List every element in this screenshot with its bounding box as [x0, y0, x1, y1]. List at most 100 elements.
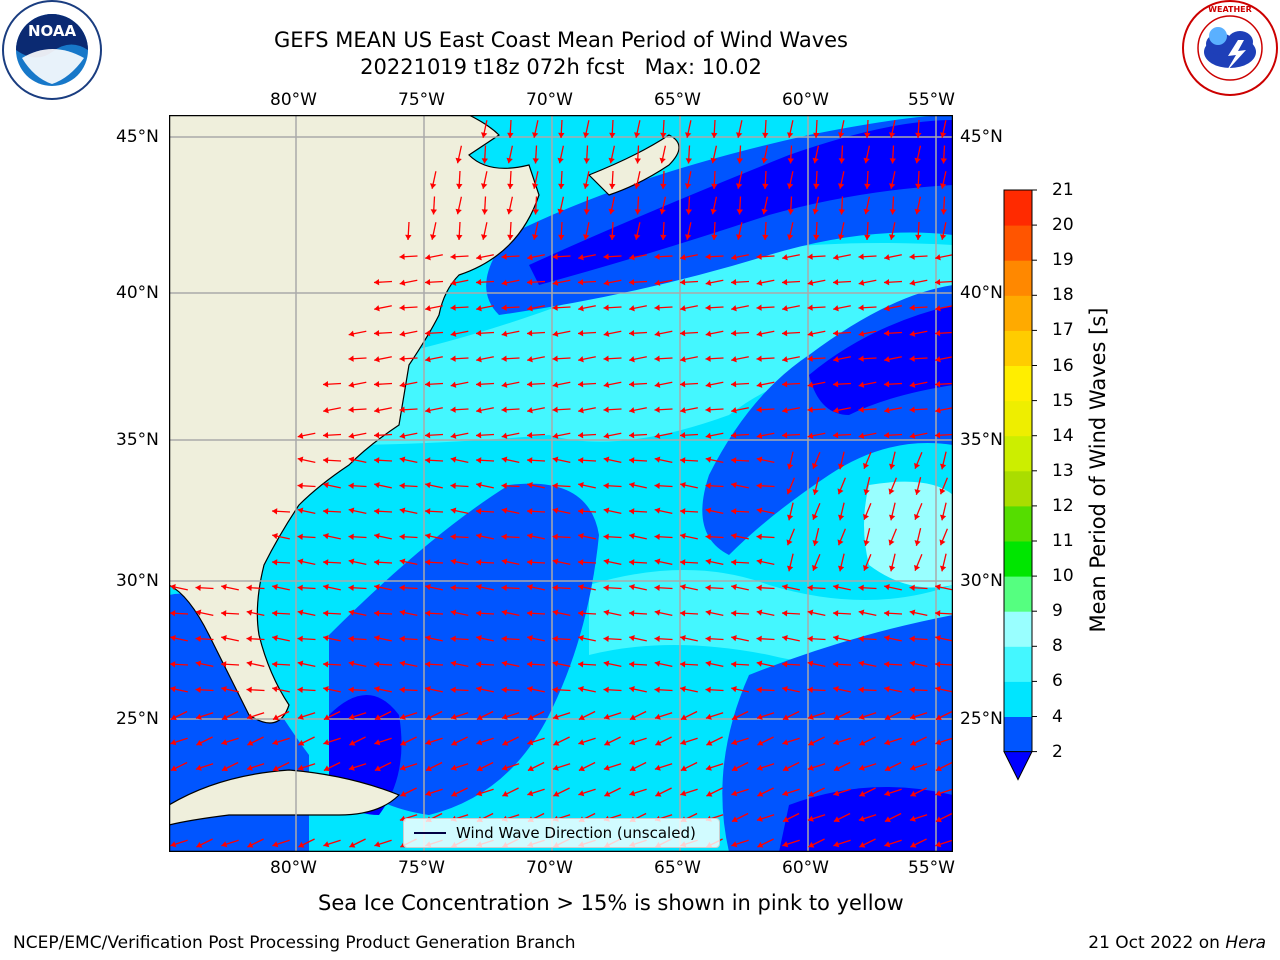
colorbar-tick-label: 13 [1052, 460, 1074, 481]
wave-arrow-head [272, 610, 278, 617]
wave-arrow-head [858, 609, 865, 616]
wave-arrow-head [884, 584, 890, 591]
wave-arrow-head [374, 432, 380, 439]
wave-arrow-head [838, 565, 845, 572]
wave-arrow-head [450, 713, 457, 720]
wave-arrow-head [557, 157, 564, 164]
wave-arrow-head [680, 584, 686, 591]
wave-arrow-head [782, 356, 788, 363]
wave-arrow-head [782, 686, 788, 693]
wave-arrow-head [655, 739, 662, 746]
wave-arrow-head [374, 407, 380, 414]
colorbar-tick-label: 20 [1052, 215, 1074, 236]
wave-arrow-head [935, 584, 941, 591]
wave-arrow-head [757, 739, 764, 746]
map-legend: Wind Wave Direction (unscaled) [403, 818, 720, 848]
wave-arrow-head [680, 559, 686, 566]
wave-arrow-head [527, 635, 533, 642]
wave-arrow-head [170, 714, 177, 721]
wave-arrow-head [812, 157, 819, 164]
wave-arrow-head [833, 841, 840, 848]
wave-arrow-head [680, 635, 686, 642]
wave-arrow-head [399, 609, 406, 616]
wave-arrow-head [909, 815, 916, 822]
wave-arrow-head [909, 406, 915, 413]
colorbar-tick-label: 11 [1052, 531, 1074, 551]
wave-arrow-head [527, 381, 533, 388]
wave-arrow-head [272, 686, 278, 693]
lon-label-bottom-75w: 75°W [398, 858, 445, 878]
wave-arrow-head [807, 381, 814, 388]
wave-arrow-head [552, 381, 559, 388]
wave-arrow-head [501, 304, 507, 311]
wave-arrow-head [501, 253, 507, 260]
wave-arrow-head [863, 208, 870, 215]
wave-arrow-head [654, 635, 660, 642]
wave-arrow-head [476, 584, 482, 591]
wave-arrow-head [374, 381, 380, 388]
wave-arrow-head [400, 739, 407, 746]
colorbar-tick-label: 2 [1052, 741, 1063, 762]
wave-arrow-head [884, 330, 890, 337]
wave-arrow-head [833, 635, 839, 642]
wave-arrow-head [552, 533, 558, 540]
wave-arrow-head [910, 739, 917, 746]
wave-arrow-head [705, 635, 711, 642]
wave-arrow-head [552, 660, 559, 667]
wave-arrow-head [246, 764, 253, 771]
wave-arrow-head [680, 739, 687, 746]
wave-arrow-head [629, 661, 635, 668]
wave-arrow-head [348, 533, 354, 540]
wave-arrow-head [374, 739, 381, 746]
wave-arrow-head [884, 407, 890, 414]
wave-arrow-head [838, 158, 845, 164]
wave-arrow-head [705, 686, 711, 693]
wave-arrow-head [909, 660, 916, 667]
wave-arrow-head [884, 816, 891, 823]
wave-arrow-head [884, 686, 890, 693]
wave-arrow-head [782, 841, 789, 848]
wave-arrow-head [297, 482, 303, 489]
wave-arrow-head [634, 132, 641, 138]
wave-arrow-head [323, 457, 329, 464]
wave-arrow-head [909, 253, 915, 260]
wave-arrow-head [654, 713, 661, 720]
wave-arrow-head [782, 254, 788, 261]
wave-arrow-head [272, 533, 278, 540]
wave-arrow-head [940, 234, 947, 240]
wave-arrow-head [501, 635, 507, 642]
wave-arrow-head [603, 304, 609, 311]
wave-arrow-head [400, 790, 407, 797]
wave-arrow-head [736, 158, 743, 164]
wave-arrow-head [731, 533, 737, 540]
wave-arrow-head [272, 661, 278, 668]
lat-label-left-25n: 25°N [116, 709, 159, 729]
wave-arrow-head [654, 584, 660, 591]
wave-arrow-head [909, 432, 916, 439]
wave-arrow-head [552, 635, 558, 642]
lat-label-left-45n: 45°N [116, 127, 159, 147]
wave-arrow-head [940, 514, 947, 521]
wave-arrow-head [629, 765, 636, 772]
wave-arrow-head [450, 558, 457, 565]
wave-arrow-head [195, 713, 202, 720]
wave-arrow-head [787, 463, 794, 470]
wave-arrow-head [603, 482, 609, 489]
colorbar-tick-label: 15 [1052, 390, 1074, 411]
wave-arrow-head [858, 304, 864, 311]
wave-arrow-head [782, 584, 788, 591]
wave-arrow-head [476, 790, 483, 797]
wave-arrow-head [884, 610, 890, 617]
wave-arrow-head [787, 514, 794, 521]
wave-arrow-head [578, 559, 584, 566]
wave-arrow-head [450, 507, 457, 514]
wave-arrow-head [501, 432, 508, 439]
lat-label-right-30n: 30°N [960, 571, 1003, 591]
wave-arrow-head [935, 330, 941, 337]
period-below-2-se [779, 787, 953, 852]
wave-arrow-head [736, 183, 743, 189]
wave-arrow-head [859, 739, 866, 746]
wave-arrow-head [705, 330, 712, 337]
wave-arrow-head [603, 355, 609, 362]
wave-arrow-head [731, 661, 737, 668]
